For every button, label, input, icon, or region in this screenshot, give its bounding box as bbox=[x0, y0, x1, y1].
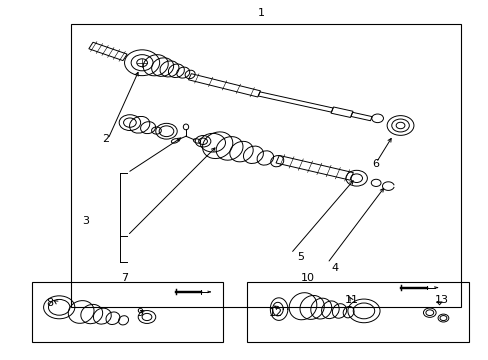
Text: 3: 3 bbox=[82, 216, 89, 226]
Text: 9: 9 bbox=[136, 309, 143, 318]
Text: 7: 7 bbox=[121, 273, 128, 283]
Text: 8: 8 bbox=[46, 298, 53, 308]
Text: 4: 4 bbox=[330, 263, 338, 273]
Text: 12: 12 bbox=[268, 309, 283, 318]
Text: 13: 13 bbox=[434, 295, 448, 305]
Bar bbox=[71, 24, 461, 307]
Text: 1: 1 bbox=[258, 8, 264, 18]
Text: 5: 5 bbox=[297, 252, 304, 262]
Bar bbox=[246, 282, 468, 342]
Text: 2: 2 bbox=[102, 134, 109, 144]
Text: 11: 11 bbox=[344, 295, 358, 305]
Text: 6: 6 bbox=[372, 159, 379, 169]
Text: 10: 10 bbox=[300, 273, 314, 283]
Bar bbox=[32, 282, 222, 342]
